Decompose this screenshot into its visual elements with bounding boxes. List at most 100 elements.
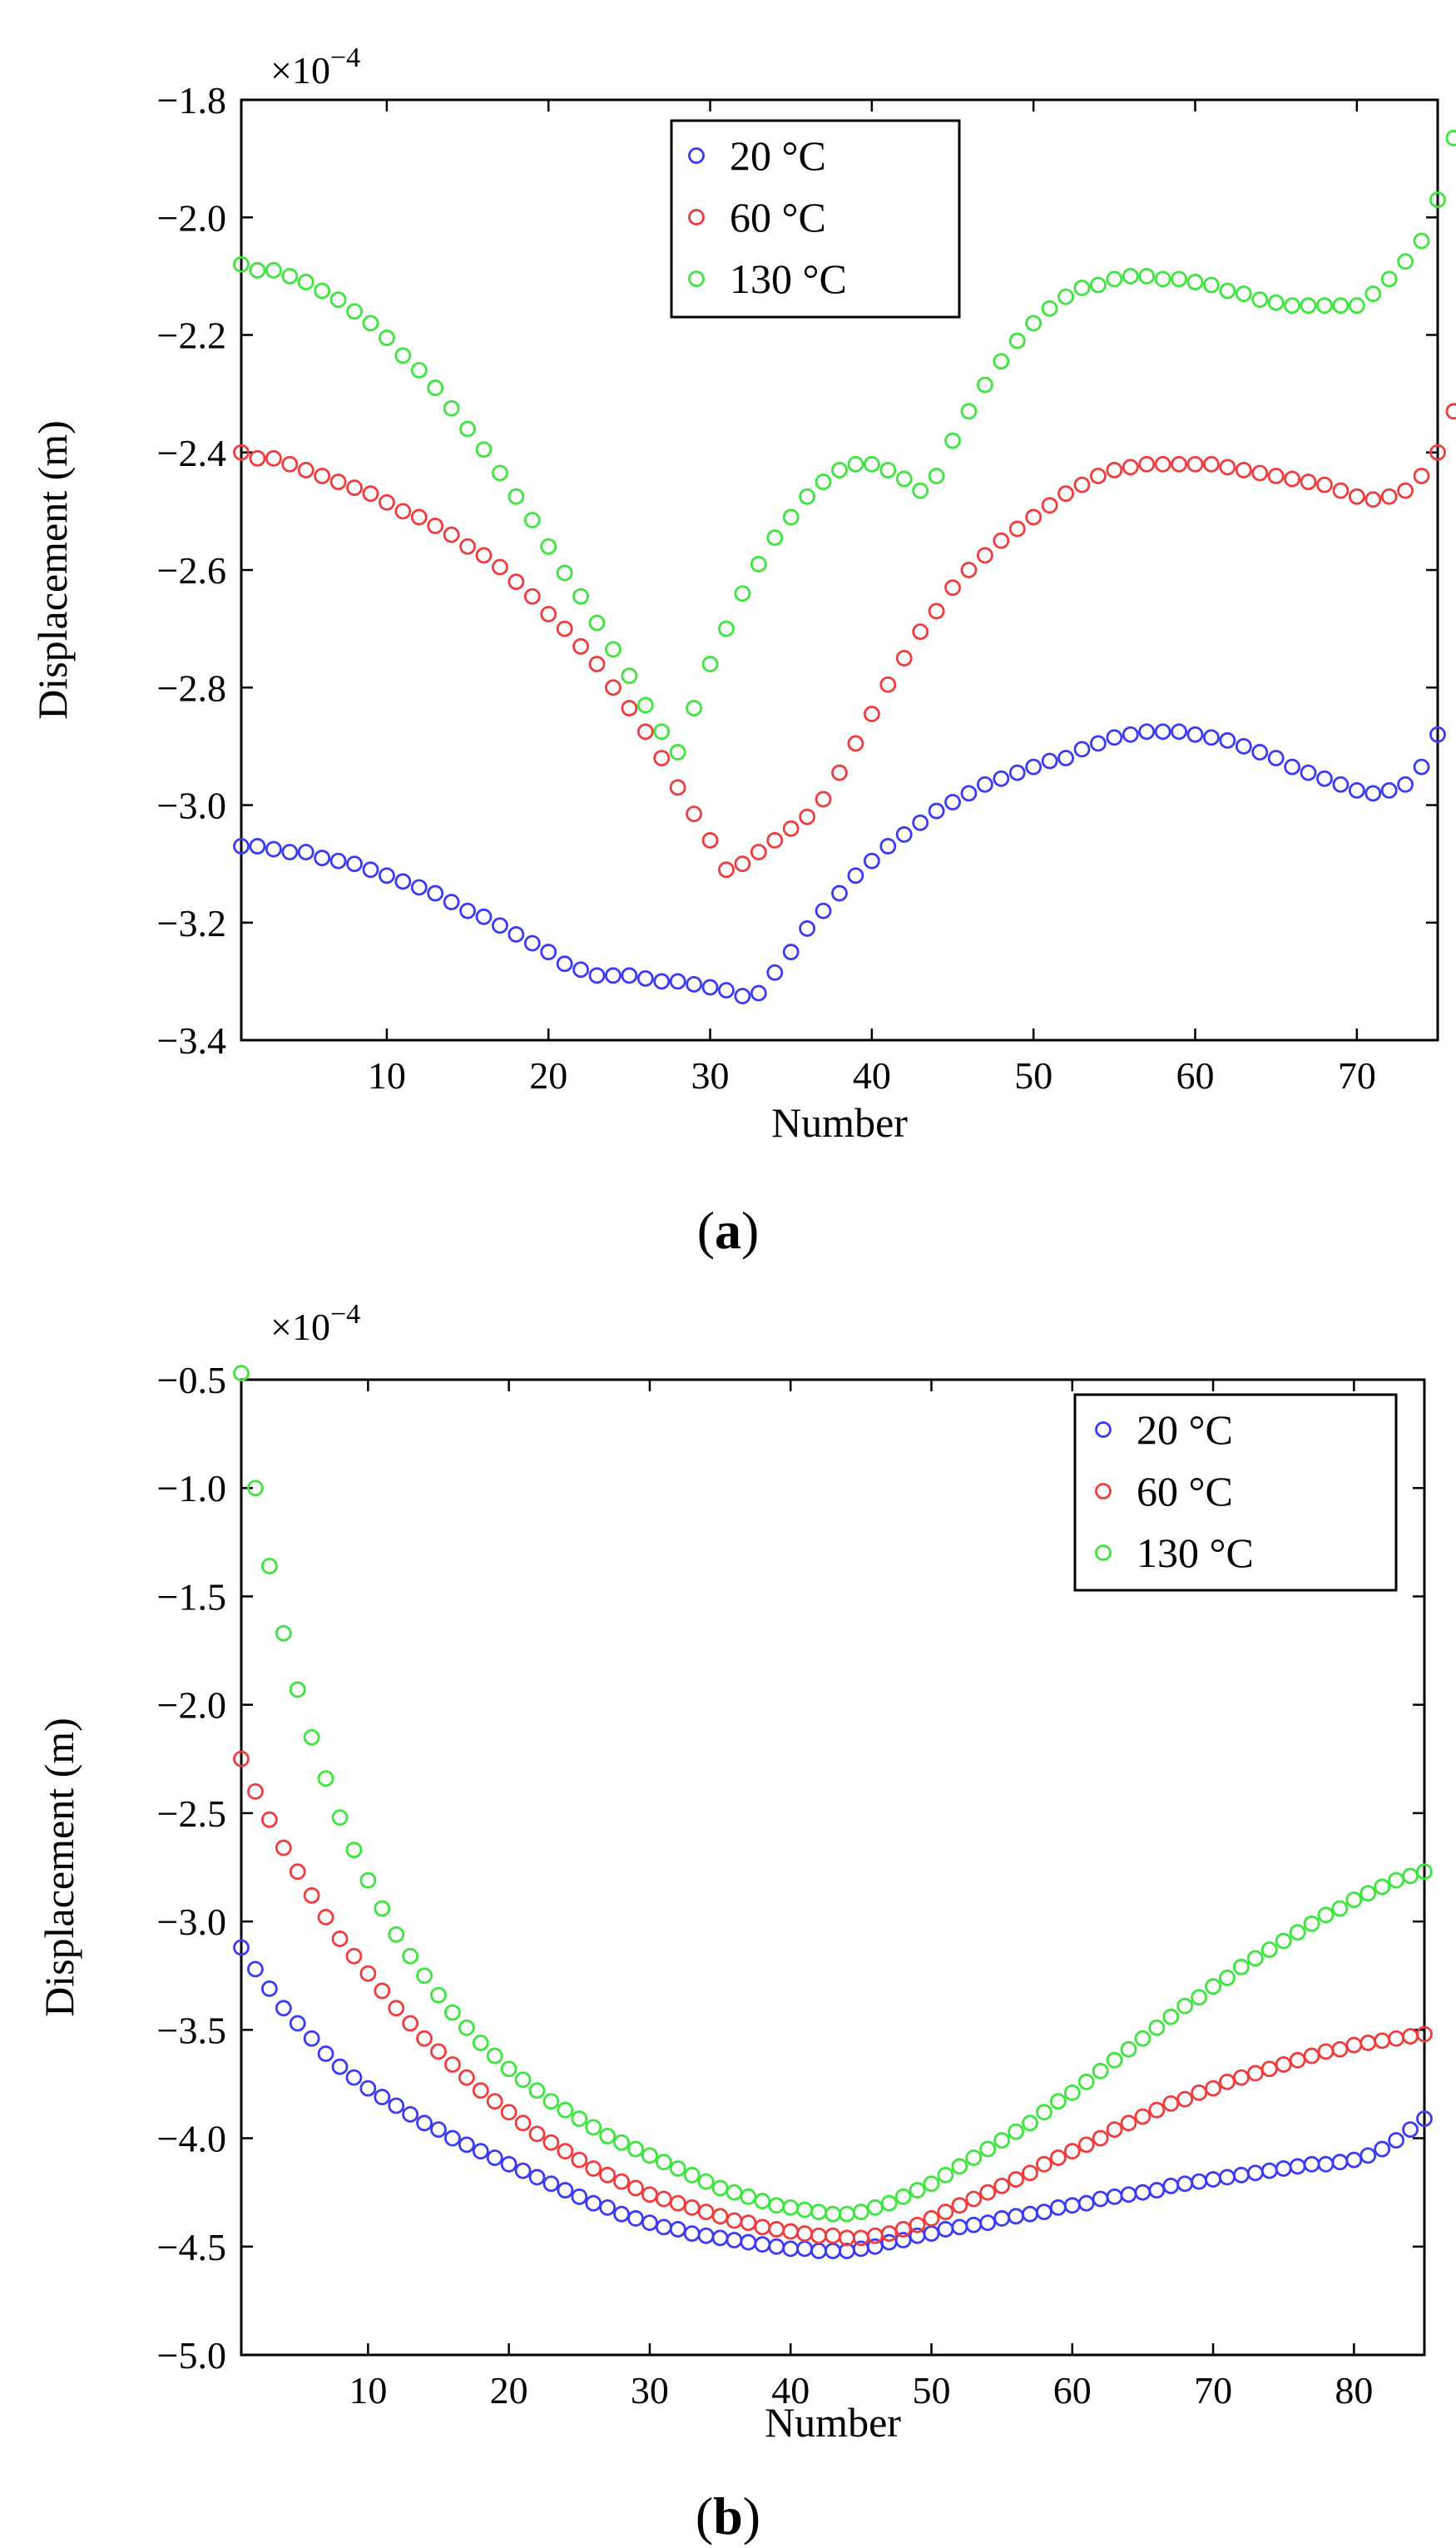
data-point: [653, 723, 671, 741]
data-point: [613, 2173, 630, 2190]
data-point: [1134, 2030, 1151, 2047]
data-point: [1233, 2069, 1250, 2086]
data-point: [540, 538, 557, 555]
y-tick-label: −1.5: [157, 1575, 226, 1618]
data-point: [944, 794, 961, 811]
data-point: [979, 2184, 997, 2201]
data-point: [979, 2140, 997, 2158]
y-tick-label: −3.5: [157, 2009, 226, 2051]
data-point: [1008, 520, 1026, 538]
data-point: [472, 2082, 489, 2099]
chart-panel-a: 10 20 30 40 50 60 70 −3.4 −3.2 −3.0 −2.8 −2.6 −2.4 −2…: [29, 42, 1456, 1260]
data-point: [863, 852, 880, 870]
data-point: [993, 770, 1010, 787]
data-point: [492, 917, 508, 934]
y-tick-label: −2.6: [157, 549, 226, 592]
data-point: [1063, 2084, 1081, 2101]
data-point: [1289, 2158, 1306, 2175]
data-point: [734, 988, 751, 1004]
data-point: [585, 2119, 602, 2136]
x-tick-label: 60: [1053, 2369, 1092, 2412]
data-point: [1359, 2147, 1377, 2164]
data-point: [1162, 2094, 1180, 2112]
data-point: [1049, 2149, 1067, 2166]
data-point: [815, 473, 832, 490]
data-point: [605, 641, 622, 658]
data-point: [1120, 2040, 1137, 2058]
data-point: [1036, 2104, 1052, 2121]
data-point: [1359, 1885, 1377, 1902]
data-point: [1364, 285, 1382, 302]
data-point: [1138, 267, 1156, 285]
data-point: [346, 303, 363, 320]
data-point: [879, 676, 897, 693]
data-point: [782, 2199, 800, 2216]
data-point: [472, 2143, 489, 2160]
data-point: [1260, 2060, 1278, 2078]
data-point: [1348, 297, 1365, 315]
legend-label: 130 °C: [730, 255, 847, 302]
data-point: [1154, 455, 1171, 473]
data-point: [909, 2216, 926, 2233]
x-tick-label: 50: [1014, 1054, 1052, 1097]
data-point: [1134, 2108, 1151, 2125]
data-point: [879, 838, 897, 855]
data-point: [1303, 2155, 1320, 2173]
data-point: [1205, 1978, 1221, 1995]
data-point: [750, 984, 767, 1002]
data-point: [740, 2188, 757, 2205]
data-point: [345, 1842, 363, 1859]
data-point: [796, 2225, 814, 2243]
data-point: [683, 2225, 701, 2243]
data-point: [701, 831, 719, 849]
data-point: [458, 2019, 475, 2036]
data-point: [233, 838, 250, 855]
data-point: [303, 2030, 320, 2047]
data-point: [641, 2147, 658, 2164]
data-point: [894, 2232, 912, 2248]
data-point: [782, 2240, 800, 2258]
data-point: [686, 806, 703, 822]
data-point: [1374, 1878, 1391, 1896]
data-point: [275, 1624, 292, 1642]
data-point: [1260, 2162, 1278, 2179]
data-point: [1106, 2121, 1123, 2139]
data-point: [430, 2043, 447, 2060]
chart-b-svg: 10 20 30 40 50 60 70 80 −5.0 −4.5 −4.0 −3.5 −3.0 −2.5…: [36, 1299, 1433, 2546]
data-point: [1025, 315, 1042, 332]
data-point: [825, 2227, 841, 2244]
data-point: [599, 2199, 617, 2216]
data-point: [621, 967, 638, 984]
data-point: [847, 735, 864, 752]
x-tick-label: 70: [1194, 2369, 1232, 2412]
data-point: [289, 1681, 306, 1698]
data-point: [965, 2190, 983, 2208]
data-point: [486, 2149, 503, 2166]
data-point: [297, 274, 314, 290]
data-point: [951, 2197, 968, 2214]
data-point: [556, 620, 573, 637]
data-point: [613, 2205, 630, 2223]
y-tick-label: −3.0: [157, 785, 226, 827]
data-point: [711, 2229, 729, 2247]
data-point: [1041, 752, 1058, 770]
data-point: [540, 606, 557, 622]
data-point: [303, 1728, 320, 1746]
data-point: [378, 493, 395, 511]
data-point: [233, 1939, 250, 1956]
data-point: [810, 2227, 827, 2244]
data-point: [247, 1782, 264, 1800]
data-point: [1303, 1915, 1320, 1932]
data-point: [655, 2218, 672, 2236]
data-point: [572, 961, 589, 979]
data-point: [402, 2015, 419, 2032]
data-point: [734, 855, 751, 873]
data-point: [588, 614, 606, 632]
data-point: [1413, 232, 1430, 250]
exponent-label: ×10−4: [270, 1299, 360, 1348]
data-point: [1235, 737, 1252, 755]
data-point: [1008, 2123, 1024, 2140]
data-point: [895, 825, 913, 843]
data-point: [388, 2097, 405, 2114]
data-point: [669, 744, 686, 761]
